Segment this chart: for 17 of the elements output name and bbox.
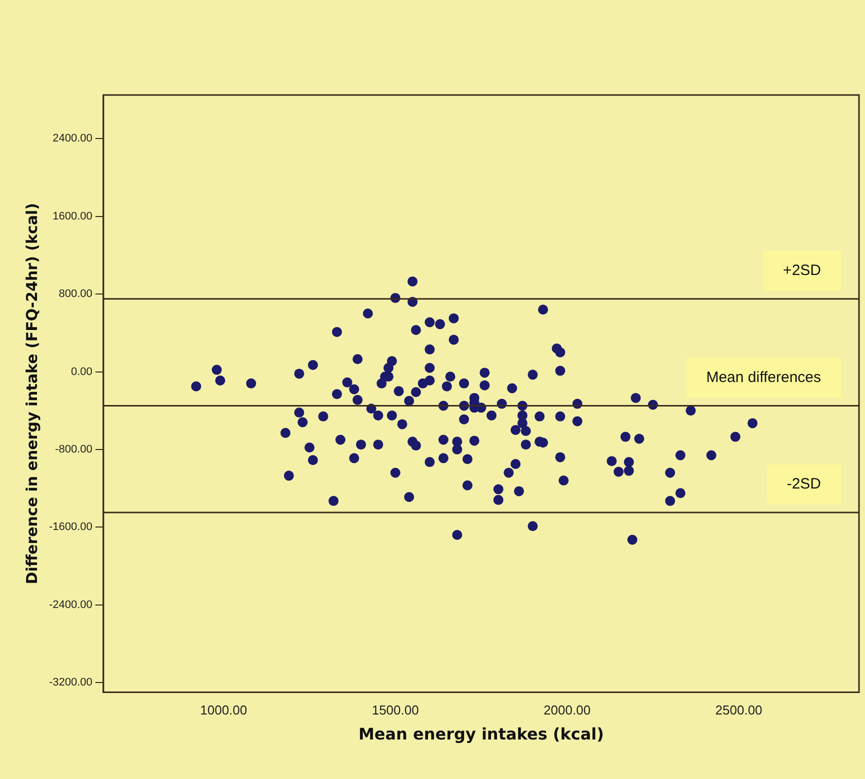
ref-line-label: -2SD bbox=[786, 476, 822, 493]
y-tick-label: 2400.00 bbox=[52, 132, 92, 145]
y-tick-label: 0.00 bbox=[71, 366, 92, 378]
x-tick-label: 1500.00 bbox=[372, 702, 419, 718]
y-tick-label: 1600.00 bbox=[52, 210, 92, 222]
x-tick-label: 2000.00 bbox=[544, 702, 591, 718]
x-tick-label: 1000.00 bbox=[200, 702, 248, 718]
ref-line-label: Mean differences bbox=[706, 368, 821, 386]
y-tick-label: -2400.00 bbox=[48, 598, 92, 611]
y-tick-label: -3200.00 bbox=[48, 676, 92, 689]
x-axis-title: Mean energy intakes (kcal) bbox=[358, 724, 604, 744]
ref-line-label: +2SD bbox=[783, 262, 822, 280]
y-tick-label: 800.00 bbox=[58, 288, 92, 300]
y-tick-label: -1600.00 bbox=[48, 521, 92, 534]
x-tick-label: 2500.00 bbox=[715, 702, 762, 718]
y-axis-title: Difference in energy intake (FFQ-24hr) (kcal) bbox=[22, 202, 41, 584]
y-tick-label: -800.00 bbox=[55, 443, 92, 456]
